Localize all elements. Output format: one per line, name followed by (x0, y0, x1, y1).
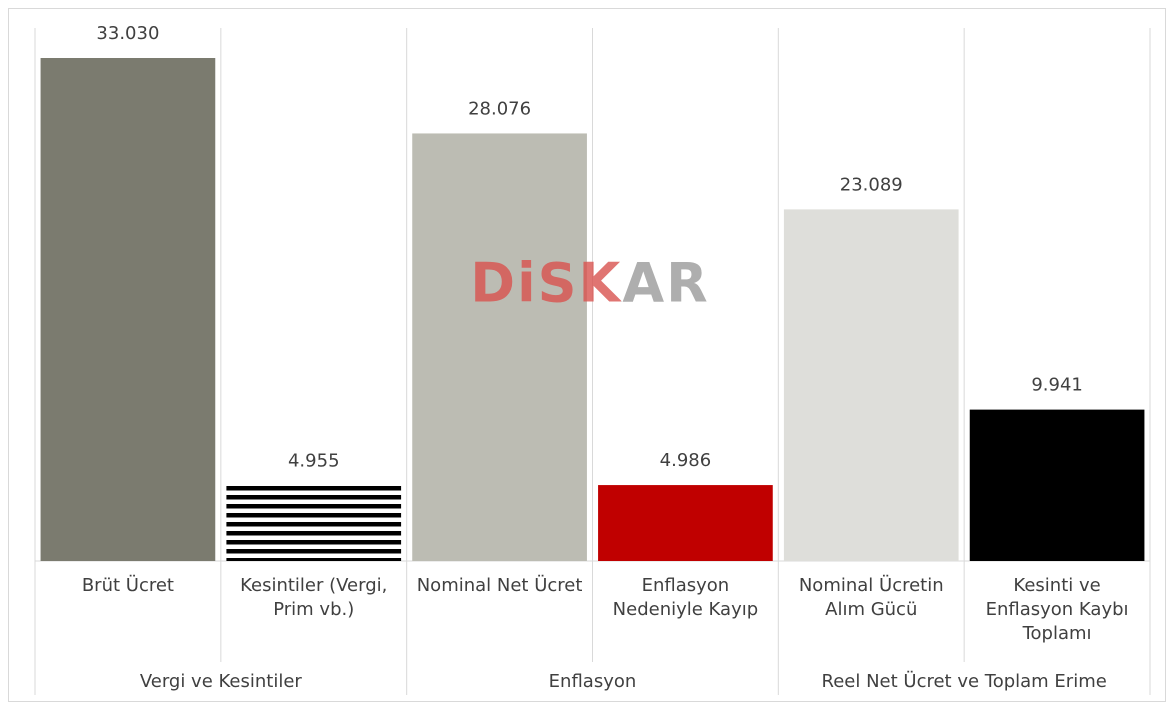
value-label: 4.986 (660, 450, 712, 471)
x-tick-label: Kesinti ve Enflasyon Kaybı Toplamı (985, 575, 1129, 644)
frame (8, 8, 1166, 702)
watermark: DiSKAR (470, 252, 709, 315)
value-label: 33.030 (96, 23, 159, 44)
x-tick-label: Nominal Ücretin Alım Gücü (798, 575, 944, 620)
x-tick-label: Kesintiler (Vergi, Prim vb.) (240, 575, 388, 620)
x-tick-label: Nominal Net Ücret (416, 575, 583, 596)
value-label: 9.941 (1031, 375, 1083, 396)
bar (40, 58, 216, 562)
value-label: 4.955 (288, 451, 340, 472)
group-label: Vergi ve Kesintiler (139, 671, 302, 692)
group-label: Reel Net Ücret ve Toplam Erime (821, 671, 1107, 692)
x-tick-label: Enflasyon Nedeniyle Kayıp (612, 575, 759, 620)
bar (226, 485, 402, 561)
x-tick-label: Brüt Ücret (81, 575, 174, 596)
bar (412, 133, 587, 561)
value-label: 23.089 (840, 174, 903, 195)
group-label: Enflasyon (548, 671, 637, 692)
bar (969, 409, 1145, 561)
value-label: 28.076 (468, 98, 531, 119)
bar (783, 209, 959, 561)
bar (598, 485, 773, 561)
